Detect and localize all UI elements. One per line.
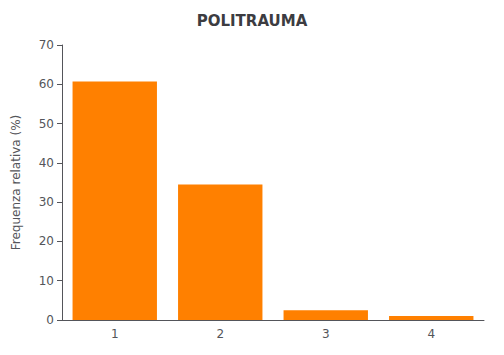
svg-text:POLITRAUMA: POLITRAUMA <box>197 12 308 30</box>
svg-text:10: 10 <box>39 274 54 288</box>
svg-text:Frequenza relativa (%): Frequenza relativa (%) <box>9 115 23 251</box>
svg-text:3: 3 <box>322 327 330 341</box>
svg-text:50: 50 <box>39 117 54 131</box>
svg-text:1: 1 <box>111 327 119 341</box>
svg-text:30: 30 <box>39 195 54 209</box>
svg-text:60: 60 <box>39 77 54 91</box>
svg-text:40: 40 <box>39 156 54 170</box>
svg-text:70: 70 <box>39 38 54 52</box>
svg-text:20: 20 <box>39 234 54 248</box>
svg-text:4: 4 <box>427 327 435 341</box>
svg-text:0: 0 <box>46 313 54 327</box>
svg-text:2: 2 <box>216 327 224 341</box>
